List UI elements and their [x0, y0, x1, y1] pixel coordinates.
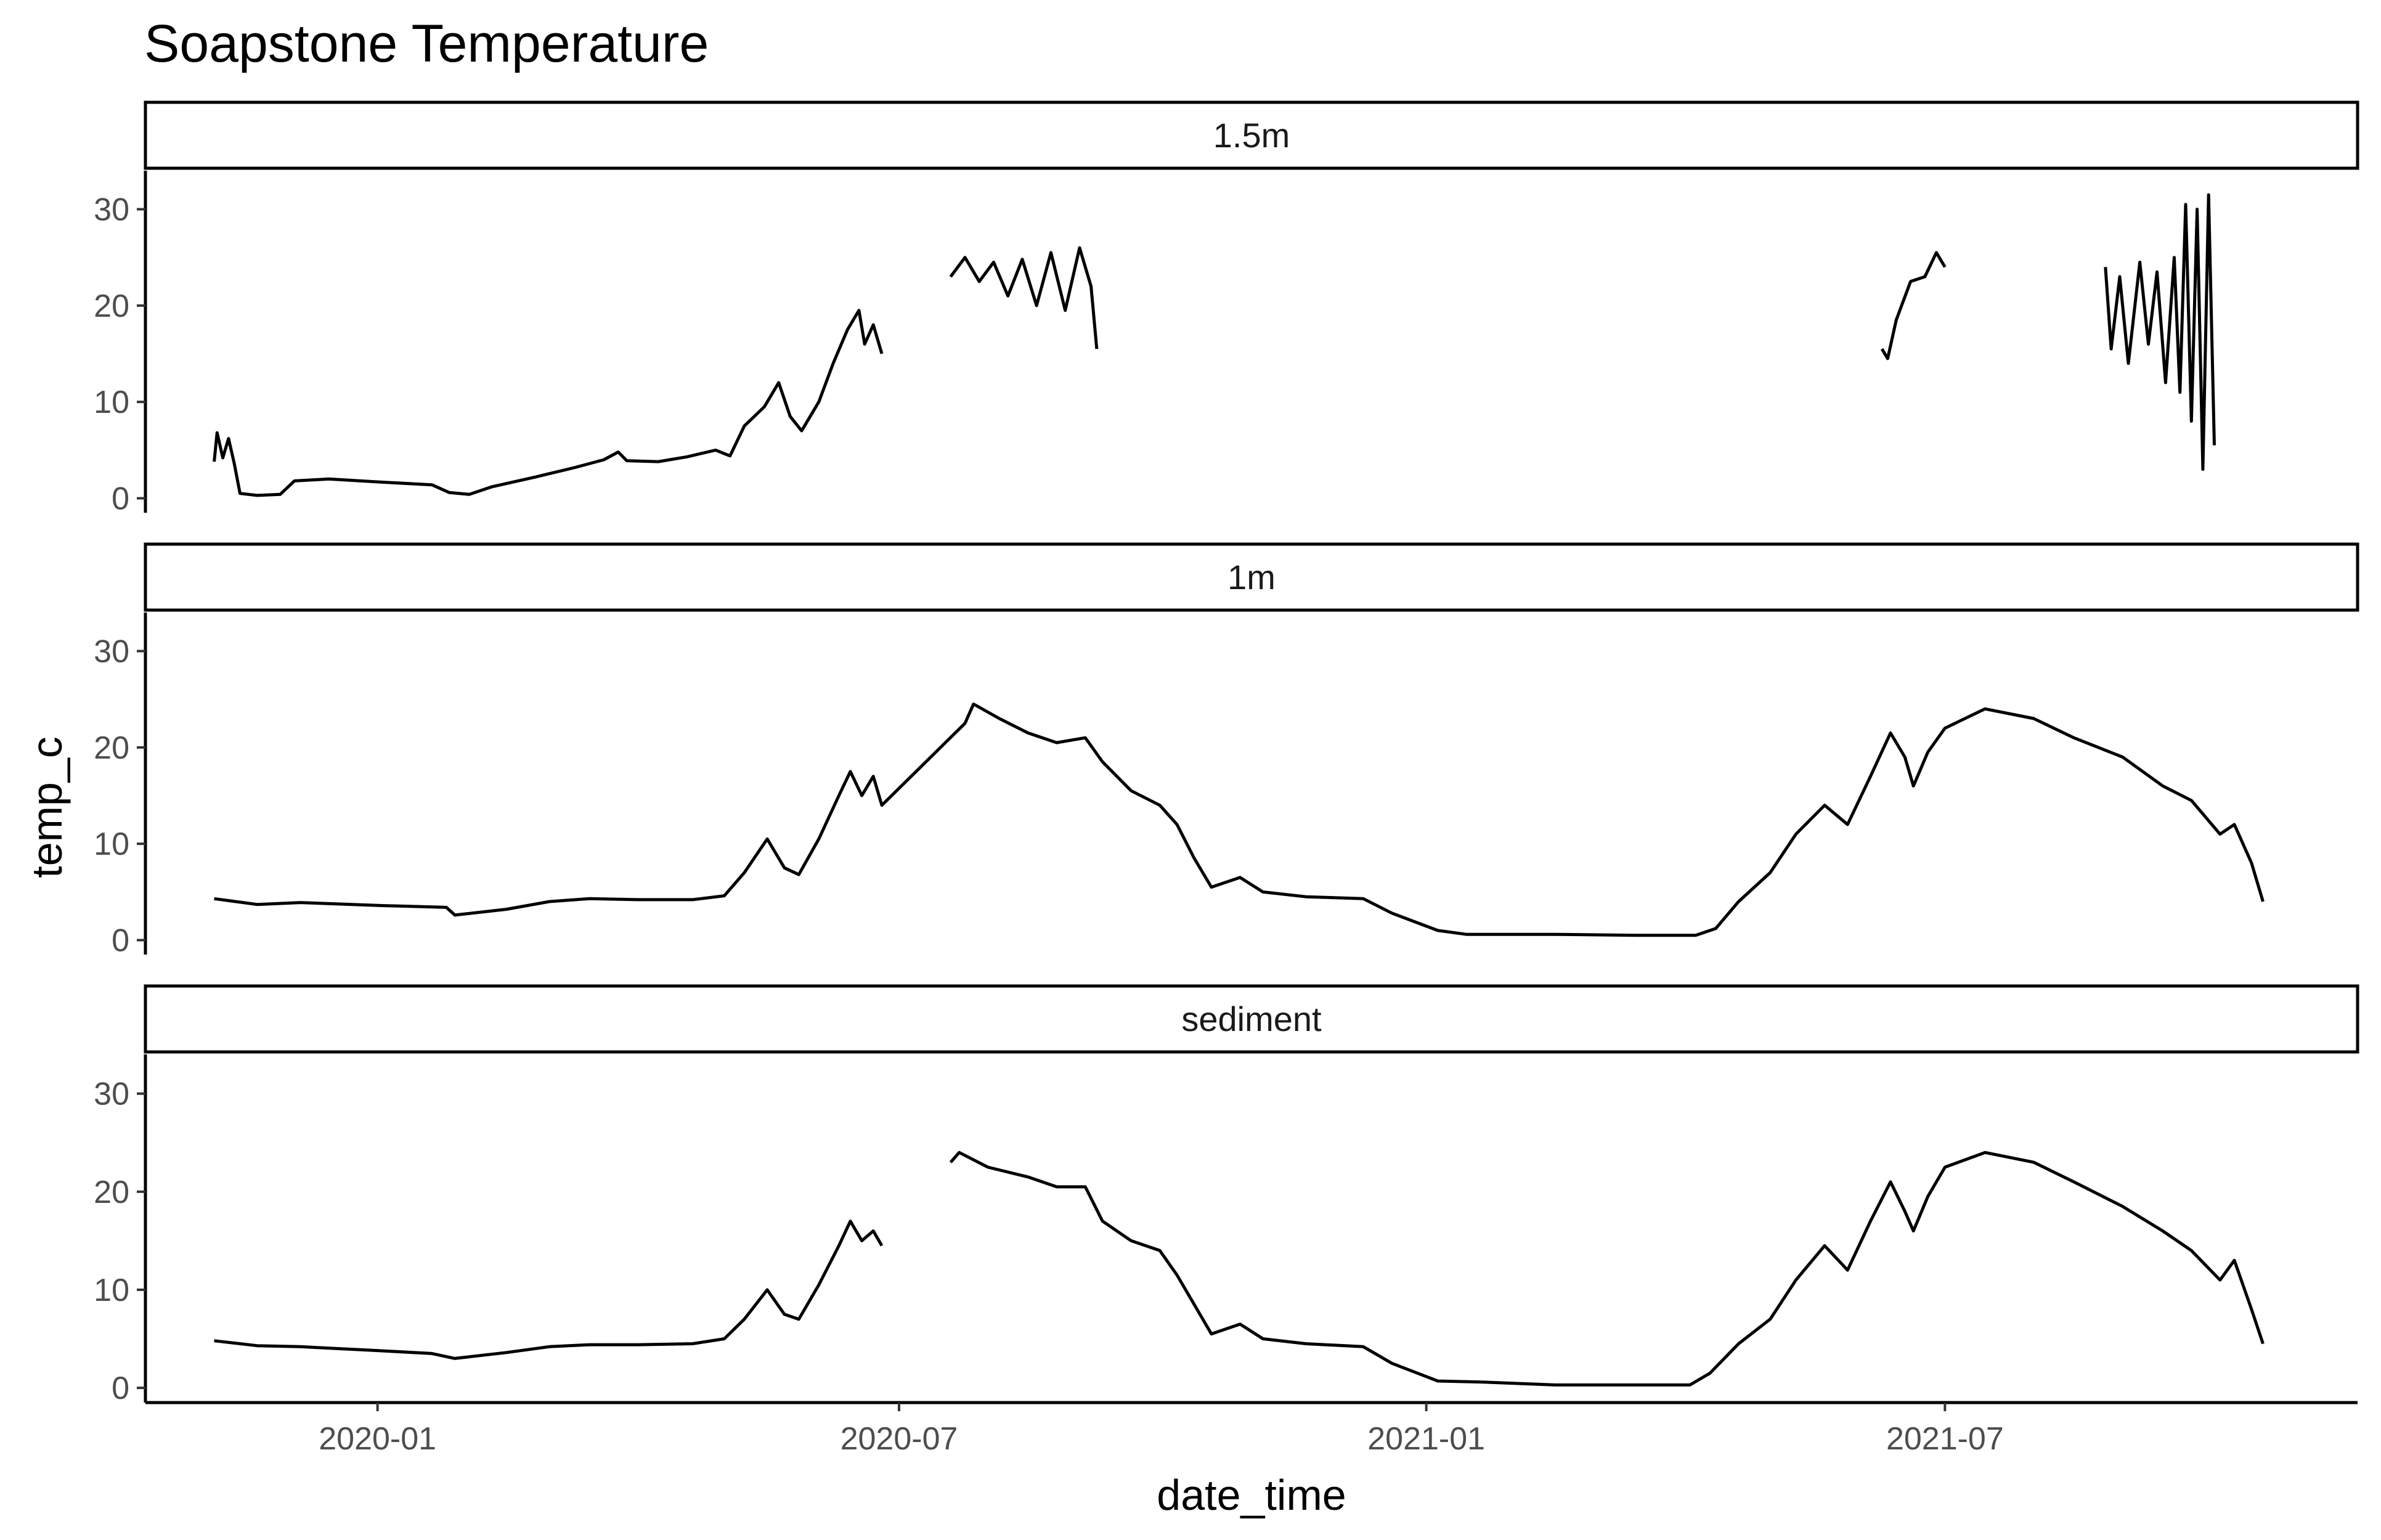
y-axis: 0 10 20 30: [94, 171, 147, 517]
x-tick-label: 2020-07: [840, 1421, 958, 1457]
facet-lines: [214, 1151, 2265, 1387]
series-line-segment: [214, 1220, 884, 1360]
facet-strip: [144, 984, 2359, 1054]
x-tick-label: 2021-07: [1886, 1421, 2004, 1457]
facet-lines: [214, 703, 2265, 937]
facet-panel: [145, 1054, 2358, 1403]
facet-panel: [145, 171, 2358, 513]
series-line-segment: [214, 703, 2265, 937]
facet-lines: [213, 193, 2216, 497]
y-tick-label: 30: [94, 1077, 129, 1112]
y-tick-label: 20: [94, 288, 129, 324]
facet-strip-label: 1m: [1227, 558, 1276, 597]
series-line-segment: [949, 246, 1099, 349]
facet-strip: [144, 542, 2359, 612]
facet-sediment: sediment 0 10 20 30: [94, 984, 2359, 1406]
x-axis: 2020-01 2020-07 2021-01 2021-07: [145, 1401, 2358, 1457]
y-tick-label: 0: [112, 481, 129, 517]
x-axis-title: date_time: [1157, 1471, 1346, 1519]
series-line-segment: [2104, 193, 2216, 471]
facet-strip: [144, 100, 2359, 170]
y-tick-label: 10: [94, 385, 129, 420]
y-tick-label: 0: [112, 923, 129, 959]
facet-strip-label: sediment: [1181, 1000, 1322, 1038]
y-tick-label: 20: [94, 730, 129, 766]
y-tick-label: 30: [94, 634, 129, 670]
y-axis: 0 10 20 30: [94, 613, 147, 959]
y-tick-label: 10: [94, 1273, 129, 1308]
series-line-segment: [213, 309, 884, 497]
y-axis-title: temp_c: [23, 736, 71, 878]
facet-panel: [145, 613, 2358, 955]
y-axis: 0 10 20 30: [94, 1054, 147, 1406]
y-tick-label: 0: [112, 1371, 129, 1406]
x-tick-label: 2021-01: [1367, 1421, 1485, 1457]
series-line-segment: [1880, 251, 1947, 361]
y-tick-label: 10: [94, 826, 129, 862]
chart-title: Soapstone Temperature: [144, 14, 709, 73]
facet-strip-label: 1.5m: [1213, 116, 1290, 155]
x-tick-label: 2020-01: [319, 1421, 436, 1457]
facet-1m: 1m 0 10 20 30: [94, 542, 2359, 959]
y-tick-label: 20: [94, 1175, 129, 1210]
series-line-segment: [949, 1151, 2265, 1387]
y-tick-label: 30: [94, 192, 129, 228]
facet-1-5m: 1.5m 0 10 20 30: [94, 100, 2359, 517]
